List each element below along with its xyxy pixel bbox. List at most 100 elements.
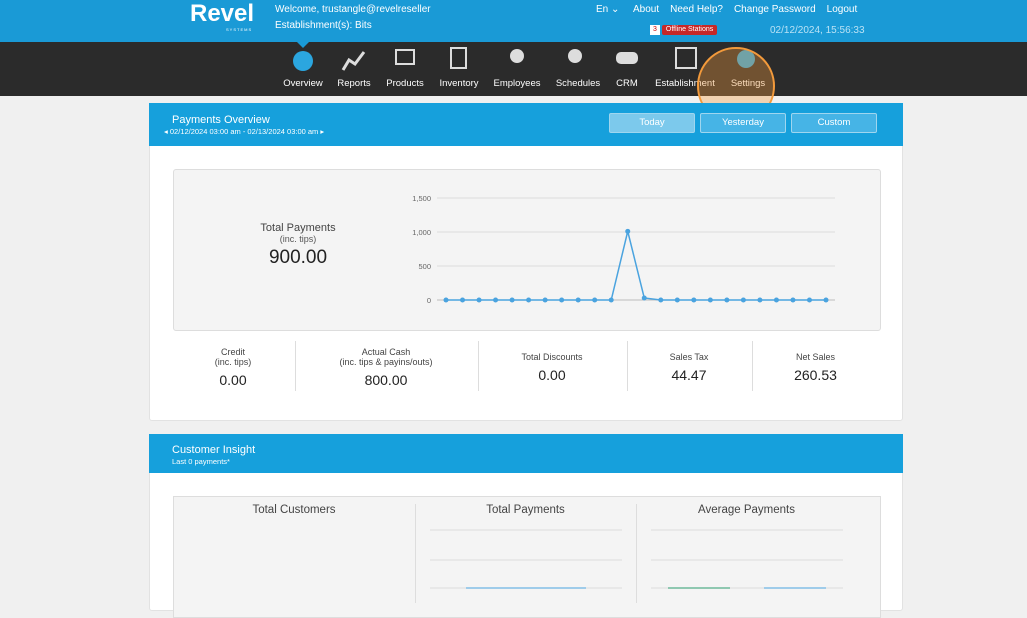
period-button[interactable]: Custom (791, 113, 877, 133)
insight-column-title: Total Payments (486, 504, 565, 516)
header-link[interactable]: About (633, 4, 660, 15)
point (724, 297, 730, 303)
stat: Credit (inc. tips) 0.00 (173, 347, 293, 388)
period-button[interactable]: Today (609, 113, 695, 133)
nav-item[interactable]: Overview (283, 78, 323, 89)
icon-crm (616, 52, 638, 64)
divider (752, 341, 753, 391)
point (575, 297, 581, 303)
nav-item[interactable]: Schedules (555, 78, 601, 89)
divider (636, 504, 637, 603)
y-tick-label: 500 (418, 262, 431, 271)
stat-value: 260.53 (794, 367, 837, 383)
nav-item[interactable]: Establishment (655, 78, 715, 89)
stat-sublabel: (inc. tips & payins/outs) (339, 357, 433, 367)
divider (415, 504, 416, 603)
insight-panel (173, 496, 881, 618)
stat-value: 0.00 (219, 372, 247, 388)
stat: Actual Cash (inc. tips & payins/outs) 800.… (295, 347, 477, 388)
point (773, 297, 779, 303)
y-tick-label: 1,000 (412, 228, 431, 237)
nav-item[interactable]: CRM (616, 78, 638, 89)
icon-establishment (675, 47, 697, 69)
point (608, 297, 614, 303)
logo[interactable]: Revel (190, 0, 255, 27)
y-tick-label: 1,500 (412, 194, 431, 203)
point (674, 297, 680, 303)
customer-title: Customer Insight (172, 444, 256, 456)
nav-item[interactable]: Employees (493, 78, 541, 89)
payments-title: Payments Overview (172, 114, 270, 126)
stat-label: Actual Cash (361, 347, 411, 357)
nav-item[interactable]: Products (386, 78, 424, 89)
point (641, 295, 647, 301)
icon-overview (293, 51, 313, 71)
language-label: En (596, 4, 609, 15)
point (790, 297, 796, 303)
offline-badge[interactable]: 3 Offline Stations (650, 25, 718, 35)
offline-label: Offline Stations (661, 25, 718, 35)
point (443, 297, 449, 303)
point (476, 297, 482, 303)
icon-products (395, 49, 415, 65)
point (509, 297, 515, 303)
stat-label: Sales Tax (669, 352, 709, 362)
stat: Total Discounts 0.00 (478, 352, 626, 383)
header-link[interactable]: Need Help? (670, 4, 723, 15)
period-button[interactable]: Yesterday (700, 113, 786, 133)
stat-sublabel: (inc. tips) (214, 357, 252, 367)
stat-value: 44.47 (671, 367, 707, 383)
establishment: Establishment(s): Bits (275, 20, 372, 31)
point (542, 297, 548, 303)
nav-item[interactable]: Reports (337, 78, 371, 89)
icon-schedules (568, 49, 582, 63)
header-links: About Need Help? Change Password Logout (633, 4, 857, 15)
divider (478, 341, 479, 391)
nav-item[interactable]: Inventory (439, 78, 479, 89)
date-range-text: 02/12/2024 03:00 am - 02/13/2024 03:00 a… (169, 127, 319, 136)
header-link[interactable]: Logout (826, 4, 858, 15)
stat: Sales Tax 44.47 (627, 352, 751, 383)
stat-label: Total Discounts (521, 352, 583, 362)
stat-value: 800.00 (364, 372, 408, 388)
header-link[interactable]: Change Password (733, 4, 816, 15)
datetime: 02/12/2024, 15:56:33 (770, 25, 865, 36)
language[interactable]: En ⌄ (596, 4, 620, 15)
point (806, 297, 812, 303)
date-range[interactable]: ◂ 02/12/2024 03:00 am - 02/13/2024 03:00… (164, 127, 325, 136)
point (707, 297, 713, 303)
chart-panel (173, 169, 881, 331)
point (493, 297, 499, 303)
divider (627, 341, 628, 391)
total-value: 900.00 (268, 247, 328, 268)
point (691, 297, 697, 303)
insight-column-title: Total Customers (252, 504, 336, 516)
point (823, 297, 829, 303)
icon-reports (341, 51, 366, 71)
y-tick-label: 0 (427, 296, 431, 305)
point (460, 297, 466, 303)
point (625, 228, 631, 234)
insight-lines (430, 529, 843, 589)
offline-count: 3 (650, 25, 660, 35)
stat-label: Net Sales (795, 352, 836, 362)
point (740, 297, 746, 303)
point (592, 297, 598, 303)
stat-value: 0.00 (538, 367, 566, 383)
point (559, 297, 565, 303)
customer-header (149, 434, 903, 473)
divider (295, 341, 296, 391)
total-sublabel: (inc. tips) (279, 234, 317, 244)
top-bar (0, 0, 1027, 42)
total-label: Total Payments (260, 222, 336, 234)
point (757, 297, 763, 303)
logo-sub: SYSTEMS (226, 27, 253, 32)
icon-inventory (450, 47, 467, 69)
insight-column-title: Average Payments (698, 504, 795, 516)
stat-label: Credit (220, 347, 245, 357)
total-block: Total Payments (inc. tips) 900.00 (218, 222, 378, 269)
active-pointer (297, 42, 309, 48)
welcome: Welcome, trustangle@revelreseller (275, 4, 431, 15)
